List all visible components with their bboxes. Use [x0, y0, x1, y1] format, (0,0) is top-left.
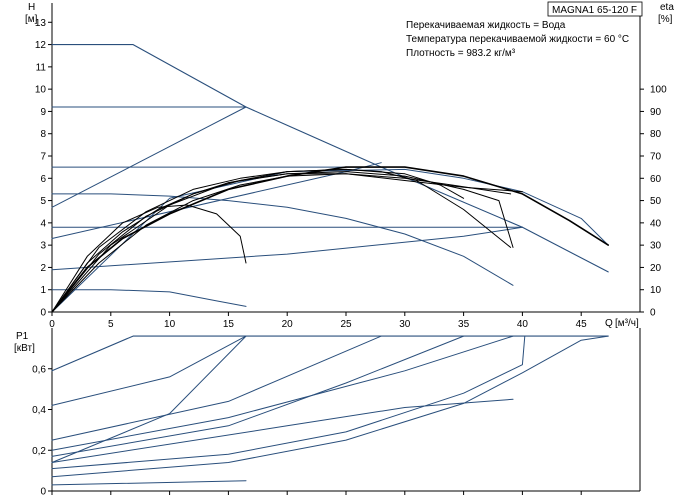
condition-temperature: Температура перекачиваемой жидкости = 60…	[406, 34, 629, 45]
y2-tick-label: 50	[650, 196, 662, 207]
y2-tick-label: 40	[650, 218, 662, 229]
info-box: MAGNA1 65-120 F Перекачиваемая жидкость …	[406, 1, 643, 59]
upper-curve-6	[51, 226, 523, 271]
y2-tick-label: 10	[650, 285, 662, 296]
upper-curve-0	[51, 44, 609, 273]
y2-tick-label: 30	[650, 241, 662, 252]
y-axis-label-p1: P1	[16, 331, 29, 342]
x-axis-unit-q: [м³/ч]	[615, 318, 639, 329]
power-curve-3	[51, 335, 465, 457]
upper-curve-9	[51, 168, 609, 313]
power-curve-0	[51, 335, 609, 372]
x-tick-label: 20	[282, 319, 294, 330]
y2-axis-unit-eta: [%]	[658, 14, 673, 25]
power-curve-7	[51, 335, 609, 478]
y-tick-label: 12	[35, 40, 47, 51]
upper-curve-14	[51, 173, 523, 313]
power-plot: 0 0,2 0,4 0,6	[32, 328, 641, 498]
upper-curve-7	[51, 193, 514, 286]
p1-y-tick-label: 0,4	[32, 405, 46, 416]
x-tick-label: 40	[517, 319, 529, 330]
x-tick-label: 30	[399, 319, 411, 330]
y-axis-unit-p1: [кВт]	[14, 343, 35, 354]
upper-curve-8	[51, 289, 247, 307]
power-curve-1	[51, 335, 247, 406]
x-tick-label: 35	[458, 319, 470, 330]
y-tick-label: 0	[40, 308, 46, 319]
p1-y-tick-label: 0,6	[32, 364, 46, 375]
y-axis-label-h: H	[28, 2, 35, 13]
y-tick-label: 7	[40, 152, 46, 163]
y-tick-label: 10	[35, 85, 47, 96]
upper-curve-12	[51, 171, 514, 313]
y-axis-unit-h: [м]	[25, 14, 38, 25]
x-tick-label: 25	[340, 319, 352, 330]
axis-titles: H [м] eta [%] Q [м³/ч] P1 [кВт]	[14, 2, 674, 354]
x-tick-label: 5	[108, 319, 114, 330]
p1-y-tick-label: 0	[40, 487, 46, 498]
chart-title: MAGNA1 65-120 F	[552, 5, 637, 16]
y-tick-label: 2	[40, 263, 46, 274]
y-tick-label: 3	[40, 241, 46, 252]
condition-fluid: Перекачиваемая жидкость = Вода	[406, 20, 566, 31]
y-tick-label: 9	[40, 107, 46, 118]
y-tick-label: 8	[40, 129, 46, 140]
y2-tick-label: 90	[650, 107, 662, 118]
x-axis-label-q: Q	[605, 318, 613, 329]
y-tick-label: 11	[36, 62, 47, 73]
power-curve-9	[51, 480, 247, 486]
y2-tick-label: 60	[650, 174, 662, 185]
p1-y-tick-label: 0,2	[32, 446, 46, 457]
x-tick-label: 0	[49, 319, 55, 330]
x-tick-label: 15	[223, 319, 235, 330]
y2-tick-label: 80	[650, 129, 662, 140]
y-tick-label: 4	[40, 218, 46, 229]
power-curve-8	[51, 335, 526, 470]
y2-tick-label: 100	[650, 85, 667, 96]
power-curve-6	[51, 398, 514, 463]
power-curve-2	[51, 335, 382, 441]
x-tick-label: 45	[576, 319, 588, 330]
y-tick-label: 1	[40, 285, 46, 296]
x-tick-label: 10	[164, 319, 176, 330]
upper-curve-4	[51, 106, 247, 208]
power-curve-5	[51, 335, 514, 451]
y2-tick-label: 20	[650, 263, 662, 274]
upper-curve-16	[51, 168, 512, 313]
y2-tick-label: 0	[650, 308, 656, 319]
y-tick-label: 13	[35, 18, 47, 29]
y2-tick-label: 70	[650, 152, 662, 163]
power-curve-4	[51, 335, 247, 463]
y-tick-label: 6	[40, 174, 46, 185]
upper-curve-15	[51, 204, 247, 313]
title-box	[547, 1, 643, 17]
condition-density: Плотность = 983.2 кг/м³	[406, 48, 516, 59]
upper-curve-10	[51, 166, 609, 313]
y2-axis-label-eta: eta	[660, 2, 674, 13]
upper-curve-13	[51, 168, 465, 313]
y-tick-label: 5	[40, 196, 46, 207]
